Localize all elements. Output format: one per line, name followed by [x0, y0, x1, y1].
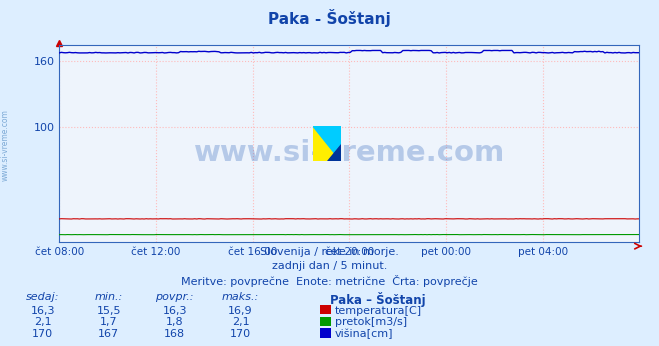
Text: www.si-vreme.com: www.si-vreme.com — [194, 139, 505, 167]
Text: Paka - Šoštanj: Paka - Šoštanj — [268, 9, 391, 27]
Text: maks.:: maks.: — [222, 292, 259, 302]
Text: 167: 167 — [98, 329, 119, 339]
Text: Slovenija / reke in morje.: Slovenija / reke in morje. — [260, 247, 399, 257]
Text: 1,8: 1,8 — [166, 317, 183, 327]
Text: 15,5: 15,5 — [96, 306, 121, 316]
Polygon shape — [313, 126, 341, 161]
Text: višina[cm]: višina[cm] — [335, 329, 393, 339]
Text: 2,1: 2,1 — [34, 317, 51, 327]
Text: www.si-vreme.com: www.si-vreme.com — [1, 109, 10, 181]
Text: sedaj:: sedaj: — [26, 292, 59, 302]
Text: 16,9: 16,9 — [228, 306, 253, 316]
Text: 16,3: 16,3 — [30, 306, 55, 316]
Text: 16,3: 16,3 — [162, 306, 187, 316]
Text: 168: 168 — [164, 329, 185, 339]
Text: 170: 170 — [230, 329, 251, 339]
Text: povpr.:: povpr.: — [156, 292, 194, 302]
Text: 170: 170 — [32, 329, 53, 339]
Text: Paka – Šoštanj: Paka – Šoštanj — [330, 292, 425, 307]
Polygon shape — [313, 126, 341, 161]
Text: zadnji dan / 5 minut.: zadnji dan / 5 minut. — [272, 261, 387, 271]
Text: 1,7: 1,7 — [100, 317, 117, 327]
Text: Meritve: povprečne  Enote: metrične  Črta: povprečje: Meritve: povprečne Enote: metrične Črta:… — [181, 275, 478, 287]
Polygon shape — [327, 144, 341, 161]
Text: 2,1: 2,1 — [232, 317, 249, 327]
Text: min.:: min.: — [95, 292, 123, 302]
Text: pretok[m3/s]: pretok[m3/s] — [335, 317, 407, 327]
Text: temperatura[C]: temperatura[C] — [335, 306, 422, 316]
